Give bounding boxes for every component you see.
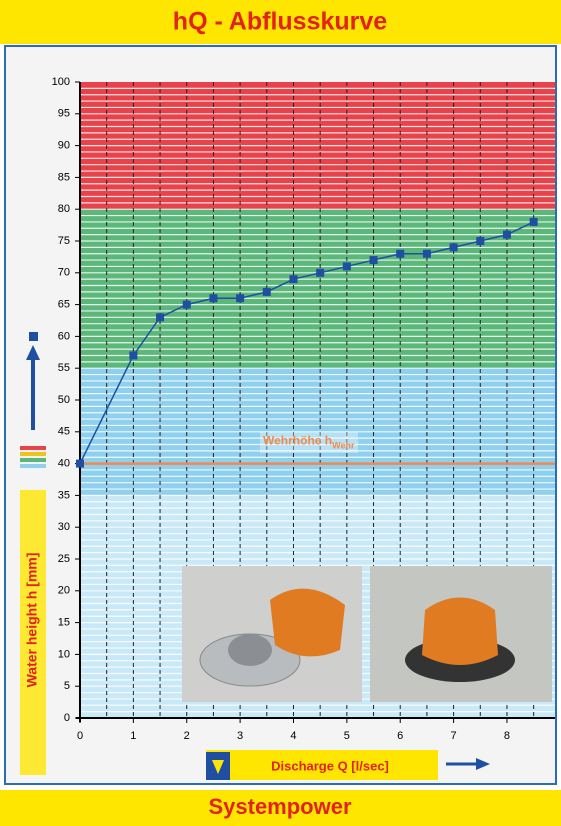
- y-tick-label: 5: [64, 680, 70, 692]
- marker: [129, 351, 138, 360]
- y-tick-label: 100: [52, 76, 70, 88]
- x-label-bar: [206, 750, 438, 780]
- y-tick-label: 80: [58, 203, 70, 215]
- x-tick-label: 7: [451, 730, 457, 742]
- x-tick-label: 6: [397, 730, 403, 742]
- band: [80, 209, 555, 369]
- marker: [316, 268, 325, 277]
- x-arrow-icon: [212, 760, 224, 774]
- marker: [209, 294, 218, 303]
- y-tick-label: 70: [58, 267, 70, 279]
- marker: [289, 275, 298, 284]
- y-tick-label: 95: [58, 108, 70, 120]
- title-bar: [0, 0, 561, 44]
- marker: [422, 249, 431, 258]
- x-tick-label: 4: [290, 730, 296, 742]
- marker: [262, 287, 271, 296]
- x-tick-label: 5: [344, 730, 350, 742]
- y-tick-label: 90: [58, 140, 70, 152]
- marker: [529, 217, 538, 226]
- marker: [476, 237, 485, 245]
- x-tick-label: 3: [237, 730, 243, 742]
- photo: [370, 566, 552, 702]
- y-tick-label: 20: [58, 585, 70, 597]
- weir-label-bg: [260, 431, 358, 453]
- y-tick-label: 65: [58, 299, 70, 311]
- footer-bar: [0, 790, 561, 826]
- y-tick-label: 40: [58, 458, 70, 470]
- x-tick-label: 1: [130, 730, 136, 742]
- weir-label: Wehrhöhe hWehr: [263, 434, 355, 451]
- y-label-bar: [20, 490, 46, 775]
- marker: [369, 256, 378, 265]
- y-tick-label: 0: [64, 712, 70, 724]
- y-tick-label: 50: [58, 394, 70, 406]
- marker: [342, 262, 351, 271]
- weir-label-text: Wehrhöhe h: [263, 434, 332, 448]
- y-tick-label: 25: [58, 553, 70, 565]
- x-tick-label: 8: [504, 730, 510, 742]
- y-tick-label: 15: [58, 617, 70, 629]
- weir-label-sub: Wehr: [332, 441, 355, 451]
- y-tick-label: 75: [58, 235, 70, 247]
- legend-stripe: [20, 446, 46, 450]
- y-tick-label: 45: [58, 426, 70, 438]
- marker-icon: [29, 332, 38, 341]
- y-tick-label: 60: [58, 330, 70, 342]
- x-axis-label: Discharge Q [l/sec]: [271, 758, 389, 773]
- photo: [182, 566, 362, 702]
- legend-stripe: [20, 464, 46, 468]
- x-tick-label: 2: [184, 730, 190, 742]
- footer: Systempower: [208, 794, 351, 819]
- legend-stripe: [20, 458, 46, 462]
- legend-stripe: [20, 452, 46, 456]
- marker: [236, 294, 245, 303]
- y-axis-label: Water height h [mm]: [24, 553, 40, 688]
- marker: [156, 313, 165, 322]
- marker: [449, 243, 458, 252]
- marker: [396, 249, 405, 258]
- x-tick-label: 0: [77, 730, 83, 742]
- arrow-head: [476, 758, 490, 770]
- chart-title: hQ - Abflusskurve: [173, 8, 387, 36]
- y-tick-label: 10: [58, 648, 70, 660]
- y-tick-label: 35: [58, 489, 70, 501]
- y-tick-label: 55: [58, 362, 70, 374]
- y-tick-label: 85: [58, 171, 70, 183]
- y-tick-label: 30: [58, 521, 70, 533]
- marker: [182, 300, 191, 309]
- marker: [76, 459, 84, 468]
- marker: [502, 230, 511, 239]
- arrow-head: [26, 345, 40, 360]
